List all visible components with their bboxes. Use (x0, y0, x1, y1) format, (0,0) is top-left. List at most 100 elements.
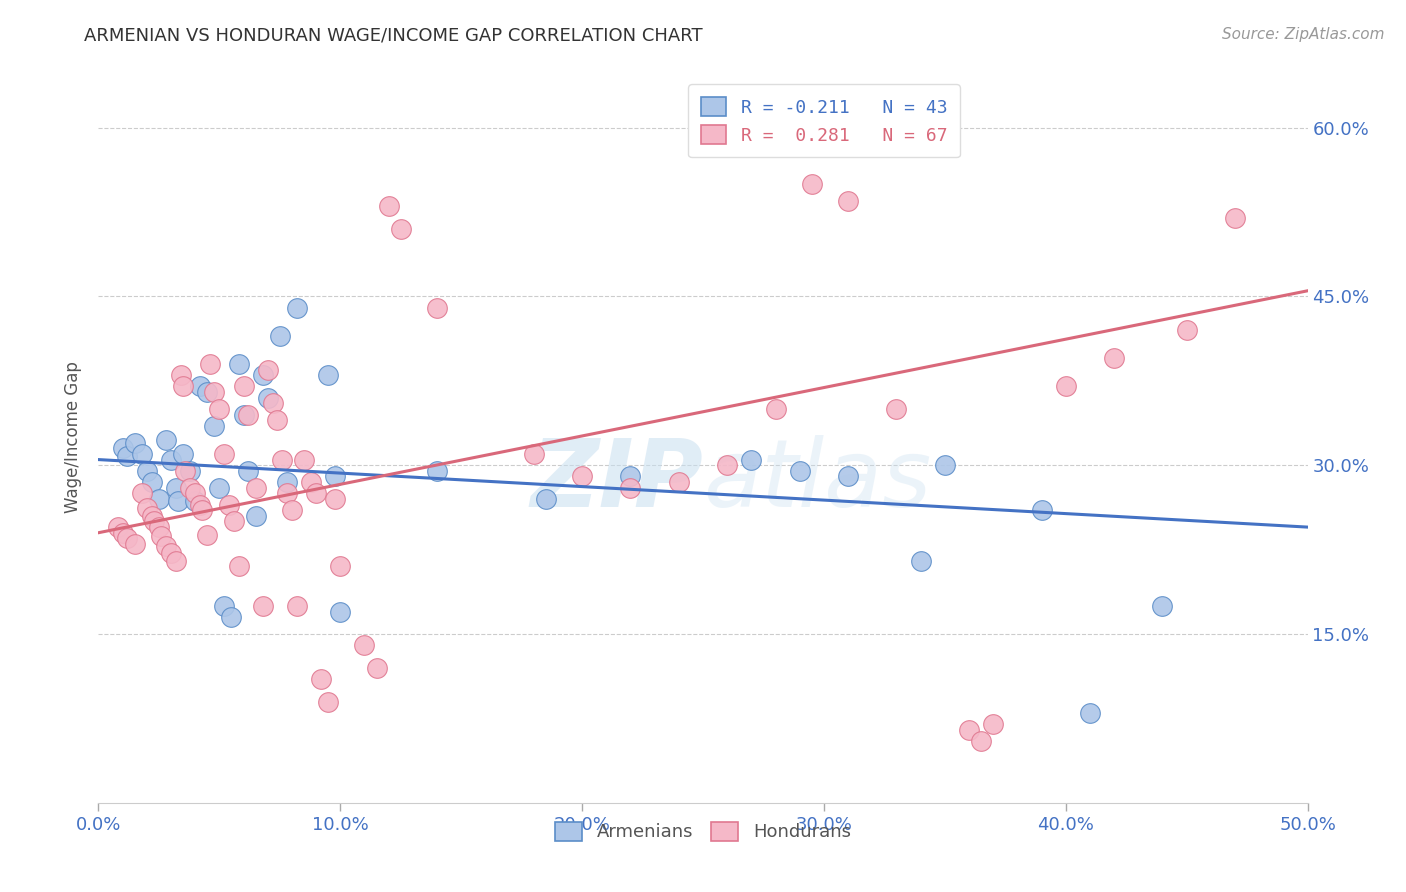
Point (148, 491, 170, 506)
Point (316, 368, 339, 383)
Point (222, 515, 245, 529)
Point (886, 401, 908, 416)
Point (957, 723, 980, 737)
Point (262, 396, 284, 410)
Point (329, 605, 352, 619)
Point (228, 357, 250, 371)
Point (204, 385, 226, 400)
Point (325, 469, 347, 483)
Point (716, 458, 738, 473)
Point (111, 442, 134, 456)
Point (212, 599, 235, 613)
Point (271, 452, 294, 467)
Point (131, 447, 153, 461)
Point (232, 408, 254, 422)
Point (252, 368, 274, 383)
Point (800, 177, 823, 191)
Point (1031, 503, 1053, 517)
Point (111, 525, 134, 540)
Point (172, 379, 194, 393)
Point (143, 515, 166, 529)
Point (668, 475, 690, 489)
Point (218, 498, 240, 512)
Point (285, 301, 308, 315)
Point (188, 379, 211, 393)
Point (135, 464, 157, 478)
Point (117, 532, 139, 546)
Point (910, 554, 932, 568)
Point (765, 401, 787, 416)
Point (837, 469, 859, 483)
Point (245, 508, 267, 523)
Text: ZIP: ZIP (530, 435, 703, 527)
Point (135, 500, 157, 515)
Point (981, 717, 1004, 731)
Point (169, 368, 191, 383)
Point (195, 385, 218, 400)
Point (619, 481, 641, 495)
Point (204, 418, 226, 433)
Point (167, 494, 190, 508)
Point (117, 449, 139, 463)
Text: Source: ZipAtlas.com: Source: ZipAtlas.com (1222, 27, 1385, 42)
Point (228, 559, 250, 574)
Point (325, 491, 347, 506)
Point (238, 464, 260, 478)
Point (208, 481, 231, 495)
Point (212, 447, 235, 461)
Point (934, 458, 956, 473)
Point (198, 357, 221, 371)
Point (191, 503, 214, 517)
Point (232, 379, 254, 393)
Point (789, 464, 811, 478)
Point (124, 537, 146, 551)
Point (155, 434, 177, 448)
Point (426, 301, 449, 315)
Point (184, 486, 207, 500)
Point (174, 464, 197, 478)
Point (305, 486, 328, 500)
Legend: Armenians, Hondurans: Armenians, Hondurans (548, 814, 858, 848)
Y-axis label: Wage/Income Gap: Wage/Income Gap (65, 361, 83, 513)
Point (184, 494, 207, 508)
Point (141, 508, 163, 523)
Point (252, 599, 274, 613)
Point (195, 528, 218, 542)
Point (740, 452, 762, 467)
Point (353, 638, 375, 652)
Point (256, 391, 278, 405)
Point (1102, 351, 1125, 366)
Point (155, 539, 177, 553)
Point (426, 464, 449, 478)
Point (1152, 599, 1174, 613)
Point (285, 599, 308, 613)
Point (366, 661, 388, 675)
Point (281, 503, 304, 517)
Text: ARMENIAN VS HONDURAN WAGE/INCOME GAP CORRELATION CHART: ARMENIAN VS HONDURAN WAGE/INCOME GAP COR… (84, 27, 703, 45)
Point (131, 486, 153, 500)
Point (256, 362, 278, 376)
Point (165, 481, 187, 495)
Point (221, 610, 243, 624)
Point (523, 447, 546, 461)
Point (148, 520, 170, 534)
Point (188, 498, 211, 512)
Point (377, 199, 399, 213)
Point (316, 694, 339, 708)
Point (165, 554, 187, 568)
Point (172, 447, 194, 461)
Point (238, 408, 260, 422)
Point (292, 452, 315, 467)
Text: atlas: atlas (703, 435, 931, 526)
Point (1175, 323, 1198, 337)
Point (245, 481, 267, 495)
Point (160, 452, 183, 467)
Point (107, 520, 129, 534)
Point (329, 559, 352, 574)
Point (1054, 379, 1077, 393)
Point (208, 401, 231, 416)
Point (309, 672, 332, 686)
Point (619, 469, 641, 483)
Point (141, 475, 163, 489)
Point (179, 481, 201, 495)
